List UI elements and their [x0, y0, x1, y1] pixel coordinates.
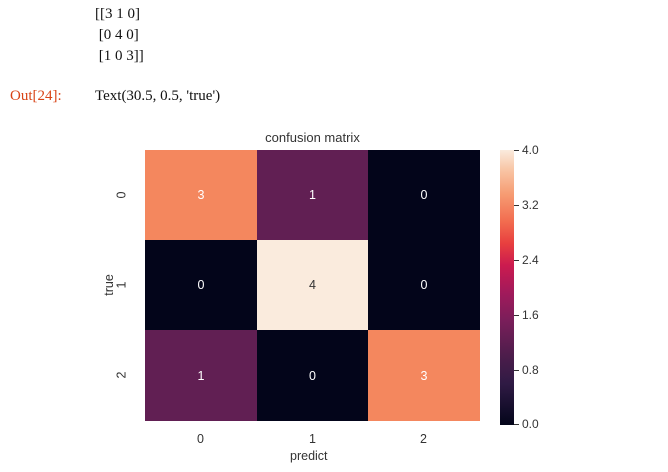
cell-0-2: 0 [368, 150, 480, 240]
cell-0-1: 1 [257, 150, 368, 240]
colorbar-tick-mark [514, 315, 519, 316]
x-tick-1: 1 [309, 432, 316, 446]
matrix-line-2: [0 4 0] [95, 27, 139, 43]
cell-1-0: 0 [145, 240, 257, 330]
x-tick-2: 2 [420, 432, 427, 446]
colorbar-tick-mark [514, 205, 519, 206]
out-text: Text(30.5, 0.5, 'true') [95, 88, 221, 104]
colorbar-label-0-8: 0.8 [522, 363, 539, 377]
matrix-line-1: [[3 1 0] [95, 6, 140, 22]
y-tick-2: 2 [114, 371, 129, 379]
cell-2-1: 0 [257, 330, 368, 421]
colorbar-tick-mark [514, 260, 519, 261]
chart-title: confusion matrix [265, 130, 360, 145]
colorbar-label-3-2: 3.2 [522, 198, 539, 212]
x-axis-label: predict [290, 449, 328, 463]
cell-1-2: 0 [368, 240, 480, 330]
colorbar-label-2-4: 2.4 [522, 253, 539, 267]
y-tick-1: 1 [114, 281, 129, 289]
cell-2-0: 1 [145, 330, 257, 421]
colorbar-tick-mark [514, 150, 519, 151]
cell-1-1: 4 [257, 240, 368, 330]
y-axis-label: true [101, 274, 116, 296]
colorbar [500, 150, 514, 425]
cell-2-2: 3 [368, 330, 480, 421]
cell-0-0: 3 [145, 150, 257, 240]
colorbar-tick-mark [514, 424, 519, 425]
colorbar-label-4-0: 4.0 [522, 143, 539, 157]
x-tick-0: 0 [197, 432, 204, 446]
out-prompt: Out[24]: [10, 88, 62, 104]
matrix-line-3: [1 0 3]] [95, 48, 144, 64]
colorbar-label-0-0: 0.0 [522, 417, 539, 431]
colorbar-label-1-6: 1.6 [522, 308, 539, 322]
y-tick-0: 0 [114, 191, 129, 199]
colorbar-tick-mark [514, 370, 519, 371]
